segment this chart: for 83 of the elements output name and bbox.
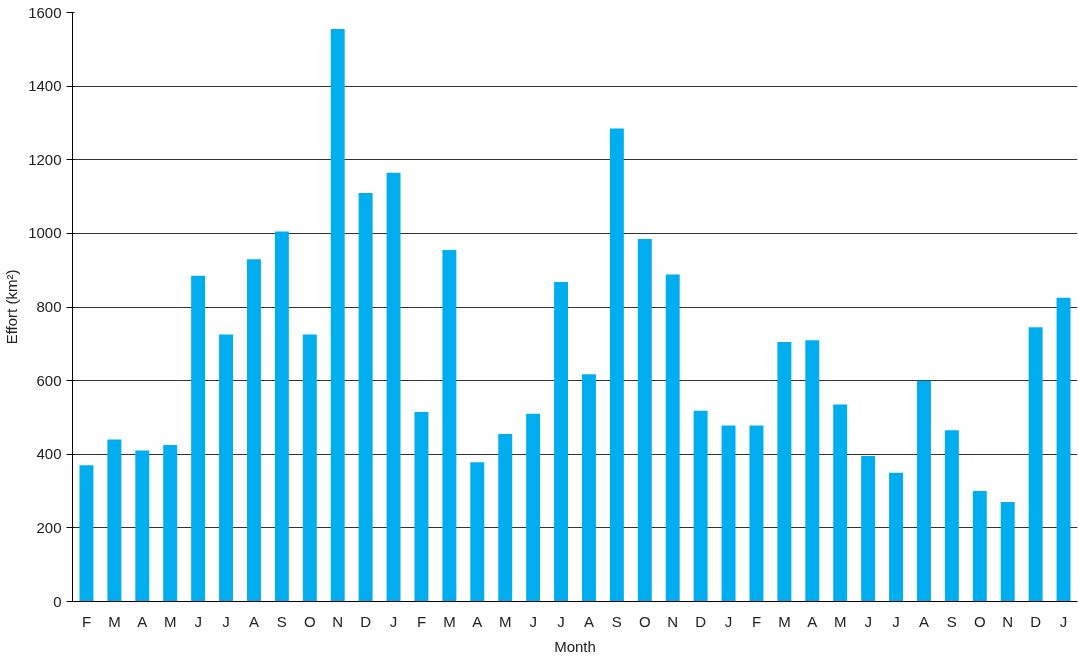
y-tick-label: 0: [53, 592, 62, 610]
bar: [246, 259, 261, 602]
y-tick-label: 200: [36, 518, 62, 536]
x-tick-label: M: [163, 612, 177, 630]
x-tick-label: F: [751, 612, 762, 630]
bar: [665, 274, 680, 602]
x-tick-label: J: [222, 612, 230, 630]
bar: [609, 128, 624, 602]
y-tick-label: 800: [36, 298, 62, 315]
x-tick-label: D: [1030, 612, 1042, 630]
bar: [498, 434, 513, 602]
bar: [693, 410, 708, 602]
x-tick-label: O: [973, 612, 986, 630]
x-tick-label: N: [332, 612, 344, 630]
bar: [274, 231, 289, 602]
y-tick-label: 1400: [28, 77, 62, 95]
bar: [581, 374, 596, 602]
x-tick-label: N: [667, 612, 679, 630]
y-tick-label: 600: [36, 371, 62, 389]
bar: [1000, 502, 1015, 602]
bar: [219, 334, 234, 602]
bar: [833, 404, 848, 602]
bar: [135, 450, 150, 602]
y-tick-label: 1200: [28, 150, 62, 168]
bar: [1056, 297, 1071, 602]
bar: [302, 334, 317, 602]
bar: [79, 465, 94, 602]
x-tick-label: F: [81, 612, 92, 630]
bar: [805, 340, 820, 602]
y-tick-label: 1000: [28, 224, 62, 242]
bar: [916, 380, 931, 602]
bar: [330, 29, 345, 602]
x-tick-label: J: [892, 612, 900, 630]
x-tick-label: M: [498, 612, 512, 630]
bar: [414, 411, 429, 602]
bar: [526, 413, 541, 602]
x-tick-label: N: [1002, 612, 1014, 630]
x-tick-label: A: [472, 612, 483, 630]
x-tick-label: F: [416, 612, 427, 630]
x-tick-label: S: [946, 612, 957, 630]
x-tick-label: J: [557, 612, 565, 630]
x-tick-label: D: [695, 612, 707, 630]
x-tick-label: J: [1059, 612, 1068, 630]
bar: [107, 439, 122, 602]
x-tick-label: J: [529, 612, 537, 630]
x-tick-label: M: [108, 612, 121, 630]
bar: [358, 192, 373, 602]
bar: [163, 445, 178, 602]
x-tick-label: O: [303, 612, 316, 630]
x-tick-label: S: [276, 612, 287, 630]
x-tick-label: J: [389, 612, 398, 630]
bar: [721, 425, 736, 602]
x-axis-title: Month: [554, 637, 596, 655]
x-tick-label: J: [194, 612, 202, 630]
x-tick-label: A: [248, 612, 259, 630]
x-tick-label: M: [833, 612, 847, 630]
x-tick-label: J: [724, 612, 733, 630]
bar: [972, 491, 987, 602]
bar: [889, 472, 904, 602]
x-tick-label: O: [638, 612, 651, 630]
y-tick-label: 400: [36, 445, 62, 463]
bar: [386, 172, 401, 602]
x-tick-label: M: [778, 612, 791, 630]
x-tick-label: D: [360, 612, 372, 630]
bar: [470, 462, 485, 602]
x-tick-label: A: [583, 612, 594, 630]
bar: [442, 249, 457, 602]
x-tick-label: A: [918, 612, 929, 630]
bar: [191, 275, 206, 602]
bar: [554, 281, 569, 602]
x-tick-label: M: [443, 612, 456, 630]
x-tick-label: A: [137, 612, 148, 630]
x-tick-label: A: [807, 612, 818, 630]
y-tick-label: 1600: [28, 3, 62, 21]
bar: [944, 430, 959, 602]
bar: [1028, 327, 1043, 602]
x-tick-label: S: [611, 612, 622, 630]
x-tick-label: J: [864, 612, 872, 630]
bar: [637, 238, 652, 602]
y-axis-title: Effort (km²): [3, 269, 21, 345]
bar: [861, 456, 876, 602]
bar: [749, 425, 764, 602]
bar: [777, 341, 792, 602]
